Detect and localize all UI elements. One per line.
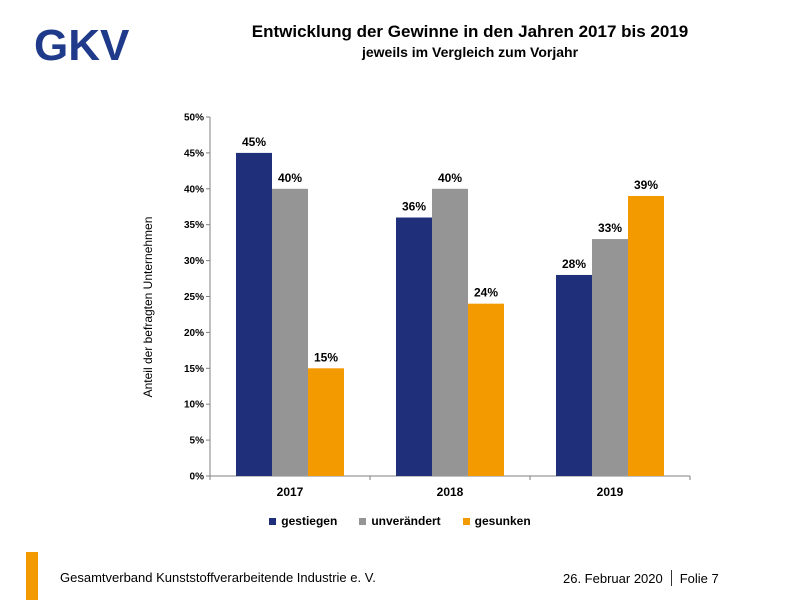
data-label: 40%: [438, 171, 462, 185]
x-axis-category-ticks: 2017 2018 2019: [209, 476, 691, 499]
chart-title: Entwicklung der Gewinne in den Jahren 20…: [251, 22, 689, 41]
y-tick-label: 5%: [190, 436, 205, 447]
y-tick-label: 30%: [184, 256, 204, 267]
gkv-logo: GKV: [34, 21, 130, 68]
legend-swatch: [359, 517, 367, 525]
legend-swatch: [462, 517, 470, 525]
bar: [272, 188, 308, 477]
bar: [628, 195, 664, 477]
title-block: Entwicklung der Gewinne in den Jahren 20…: [160, 22, 780, 61]
legend-label: unverändert: [371, 514, 441, 528]
bar: [236, 152, 272, 476]
legend-item: gesunken: [462, 514, 531, 528]
x-tick-label: 2017: [277, 485, 304, 499]
bar: [432, 188, 468, 477]
bar: [592, 239, 628, 476]
data-label: 40%: [278, 171, 302, 185]
footer-separator: [670, 570, 672, 586]
legend-label: gesunken: [474, 514, 531, 528]
y-tick-label: 25%: [184, 292, 204, 303]
legend-label: gestiegen: [281, 514, 338, 528]
footer-date: 26. Februar 2020: [563, 570, 663, 586]
bars: [236, 152, 664, 477]
data-label: 33%: [598, 221, 622, 235]
y-tick-label: 50%: [184, 113, 204, 124]
data-label: 39%: [634, 178, 658, 192]
x-tick-label: 2018: [437, 485, 464, 499]
y-tick-label: 0%: [190, 472, 205, 483]
legend-item: unverändert: [359, 514, 441, 528]
logo-text: GKV: [34, 21, 130, 68]
data-label: 45%: [242, 135, 266, 149]
data-label: 36%: [402, 200, 426, 214]
y-tick-label: 35%: [184, 220, 204, 231]
footer-slide-number: Folie 7: [679, 570, 719, 586]
y-axis-ticks: 0% 5% 10% 15% 20% 25% 30% 35% 40% 45% 50%: [184, 113, 210, 483]
y-tick-label: 15%: [184, 364, 204, 375]
footer-right: 26. Februar 2020 Folie 7: [563, 570, 719, 586]
y-tick-label: 10%: [184, 400, 204, 411]
data-labels: 45% 40% 15% 36% 40% 24% 28% 33% 39%: [242, 135, 658, 364]
legend-swatch: [269, 517, 277, 525]
data-label: 24%: [474, 286, 498, 300]
legend-item: gestiegen: [269, 514, 337, 528]
bar: [308, 368, 344, 476]
bar: [468, 303, 504, 476]
data-label: 15%: [314, 350, 338, 364]
footer-organization: Gesamtverband Kunststoffverarbeitende In…: [60, 570, 376, 585]
x-tick-label: 2019: [597, 485, 624, 499]
y-tick-label: 45%: [184, 148, 204, 159]
chart-subtitle: jeweils im Vergleich zum Vorjahr: [361, 44, 579, 60]
y-tick-label: 20%: [184, 328, 204, 339]
bar: [396, 217, 432, 476]
footer-accent-bar: [26, 552, 38, 600]
legend: gestiegen unverändert gesunken: [0, 514, 800, 528]
y-tick-label: 40%: [184, 184, 204, 195]
data-label: 28%: [562, 257, 586, 271]
bar: [556, 274, 592, 476]
y-axis-label: Anteil der befragten Unternehmen: [141, 217, 155, 398]
